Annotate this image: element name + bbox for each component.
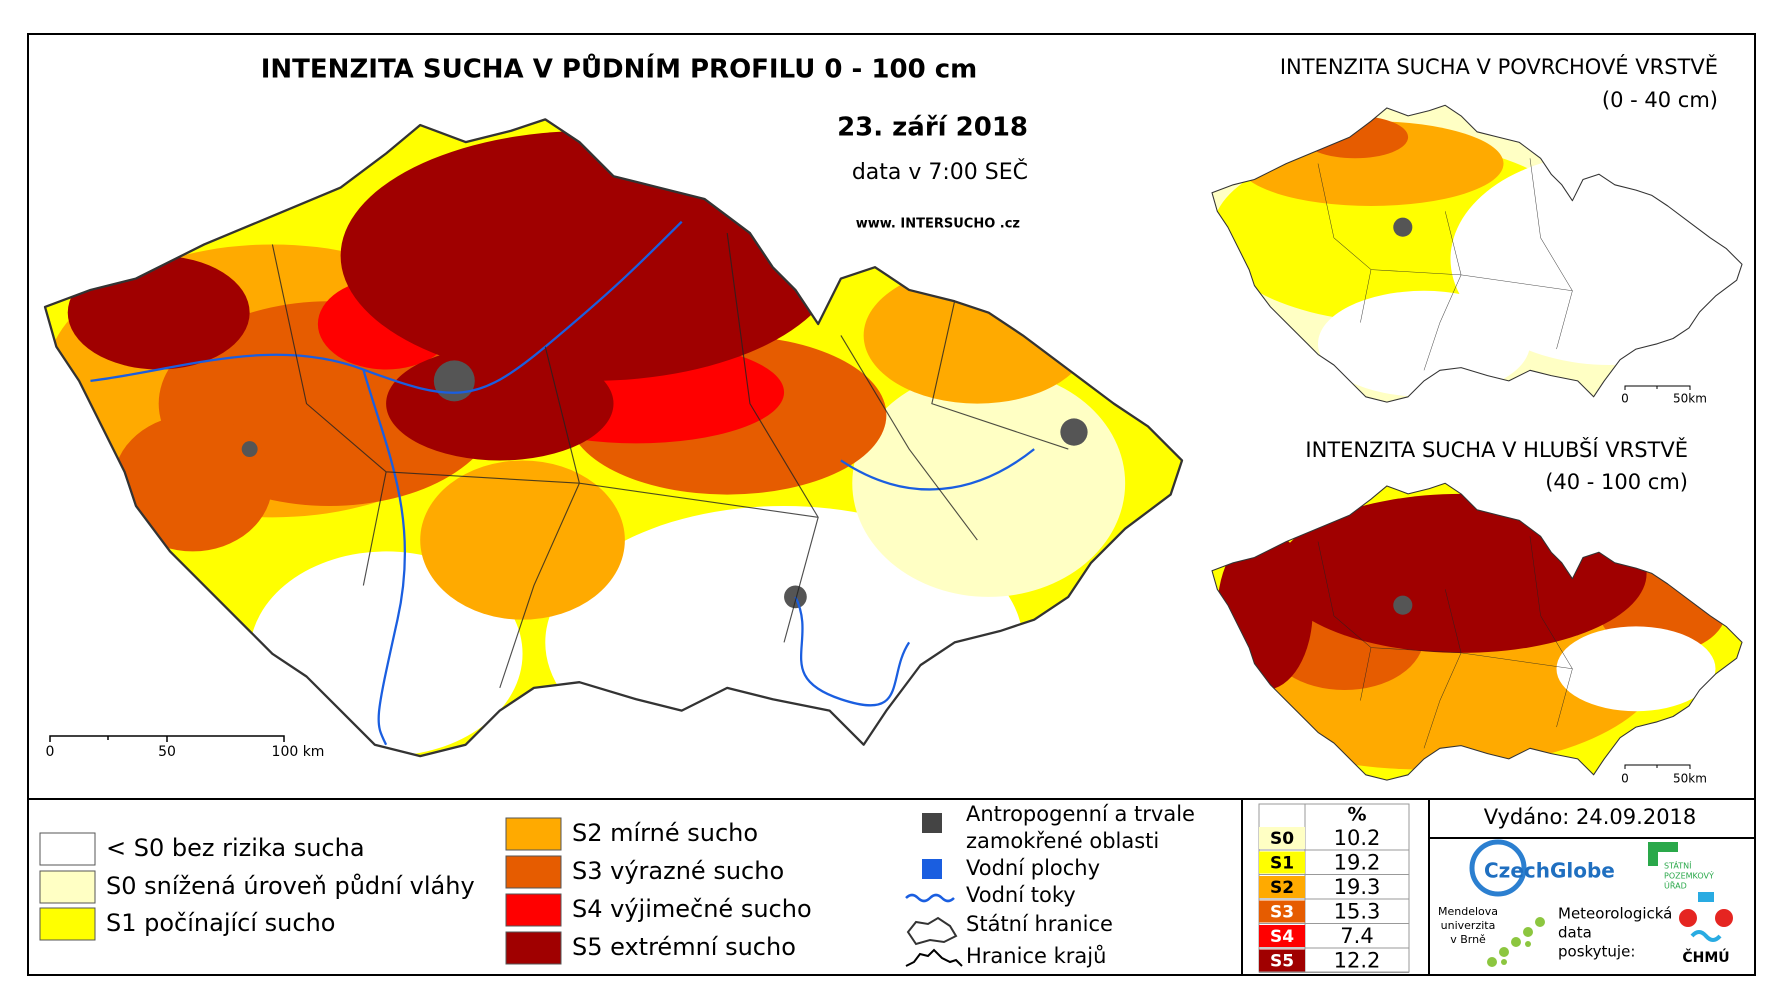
table-class: S2 xyxy=(1270,878,1294,898)
table-value: 10.2 xyxy=(1334,826,1381,850)
legend-swatch xyxy=(505,817,562,851)
feature-legend: Antropogenní a trvale zamokřené oblasti … xyxy=(905,802,1195,968)
table-value: 12.2 xyxy=(1334,949,1381,973)
provider: ČHMÚ xyxy=(1682,948,1729,966)
table-value: 19.2 xyxy=(1334,851,1381,875)
border-icon xyxy=(906,916,958,946)
legend-swatch xyxy=(39,832,96,866)
legend-label: Antropogenní a trvale xyxy=(966,802,1195,826)
czechglobe-logo xyxy=(1469,839,1527,897)
provider: univerzita xyxy=(1441,919,1496,932)
provider: CzechGlobe xyxy=(1484,859,1615,883)
scale-label: 0 xyxy=(46,744,55,760)
legend-label: zamokřené oblasti xyxy=(966,829,1159,853)
legend-swatch xyxy=(505,931,562,965)
table-class: S3 xyxy=(1270,903,1294,923)
scale-label: 50km xyxy=(1673,772,1707,786)
legend-label: S0 snížená úroveň půdní vláhy xyxy=(106,872,475,900)
legend-label: Státní hranice xyxy=(966,912,1113,936)
scale-label: 50 xyxy=(158,744,176,760)
inset-title: INTENZITA SUCHA V POVRCHOVÉ VRSTVĚ xyxy=(1280,54,1718,79)
website: www. INTERSUCHO .cz xyxy=(856,217,1020,232)
mendelu-logo xyxy=(1487,917,1545,967)
river-icon xyxy=(905,893,955,903)
legend-label: Vodní plochy xyxy=(966,856,1100,880)
legend-label: S3 výrazné sucho xyxy=(572,857,784,885)
provider: v Brně xyxy=(1450,933,1486,946)
provider: Meteorologická xyxy=(1558,905,1672,923)
inset-scale-bar: 0 50km xyxy=(1621,764,1707,786)
stats-table: % S0 10.2 S1 19.2 S2 19.3 S3 15.3 S4 7.4 S5 12.2 xyxy=(1258,803,1410,973)
legend-separators xyxy=(28,798,1755,975)
legend-swatch xyxy=(39,907,96,941)
table-header: % xyxy=(1347,804,1366,826)
anthropogenic-icon xyxy=(922,813,942,833)
provider: Mendelova xyxy=(1438,905,1498,918)
legend-swatch xyxy=(505,855,562,889)
table-class: S5 xyxy=(1270,952,1294,972)
water-body-icon xyxy=(922,859,942,879)
drought-area xyxy=(113,414,273,552)
table-class-cell xyxy=(1259,876,1305,898)
main-scale-bar: 0 50 100 km xyxy=(46,735,325,760)
provider: poskytuje: xyxy=(1558,943,1635,961)
scale-label: 100 km xyxy=(272,744,325,760)
main-title: INTENZITA SUCHA V PŮDNÍM PROFILU 0 - 100… xyxy=(261,52,977,85)
table-class-cell xyxy=(1259,925,1305,947)
legend-label: S4 výjimečné sucho xyxy=(572,895,812,923)
provider: POZEMKOVÝ xyxy=(1664,870,1714,881)
provider: data xyxy=(1558,924,1592,942)
legend-label: < S0 bez rizika sucha xyxy=(106,834,365,862)
scale-label: 0 xyxy=(1621,772,1629,786)
table-class: S4 xyxy=(1270,927,1294,947)
drought-area xyxy=(386,346,614,461)
inset-scale-bar: 0 50km xyxy=(1621,385,1707,406)
scale-label: 50km xyxy=(1673,392,1707,406)
drought-area xyxy=(420,460,625,620)
legend-label: Hranice krajů xyxy=(966,944,1106,968)
table-class: S0 xyxy=(1270,829,1294,849)
table-class-cell xyxy=(1259,900,1305,923)
legend-swatch xyxy=(505,893,562,927)
data-time: data v 7:00 SEČ xyxy=(852,159,1028,185)
map-date: 23. září 2018 xyxy=(837,113,1028,143)
table-class-cell xyxy=(1259,827,1305,849)
region-border-icon xyxy=(905,948,963,967)
legend-label: S2 mírné sucho xyxy=(572,819,758,847)
legend-label: S5 extrémní sucho xyxy=(572,933,796,961)
legend-label: S1 počínající sucho xyxy=(106,909,335,937)
drought-area xyxy=(1556,626,1716,712)
provider: ÚŘAD xyxy=(1664,880,1687,891)
table-class-cell xyxy=(1259,851,1305,874)
provider: STÁTNÍ xyxy=(1664,860,1692,871)
drought-area xyxy=(1318,290,1530,397)
table-value: 7.4 xyxy=(1340,924,1373,948)
inset-subtitle: (40 - 100 cm) xyxy=(1545,470,1688,494)
legend: < S0 bez rizika sucha S0 snížená úroveň p… xyxy=(39,817,812,965)
scale-label: 0 xyxy=(1621,392,1629,406)
table-value: 19.3 xyxy=(1334,875,1381,899)
issued-date: Vydáno: 24.09.2018 xyxy=(1484,805,1697,829)
legend-swatch xyxy=(39,870,96,904)
table-class: S1 xyxy=(1270,854,1294,874)
footer: Vydáno: 24.09.2018 CzechGlobe STÁTNÍ POZ… xyxy=(1438,805,1733,967)
table-value: 15.3 xyxy=(1334,900,1381,924)
table-class-cell xyxy=(1259,949,1305,972)
drought-area xyxy=(852,369,1126,597)
inset-title: INTENZITA SUCHA V HLUBŠÍ VRSTVĚ xyxy=(1305,437,1688,462)
legend-label: Vodní toky xyxy=(966,883,1076,907)
inset-subtitle: (0 - 40 cm) xyxy=(1602,88,1718,112)
